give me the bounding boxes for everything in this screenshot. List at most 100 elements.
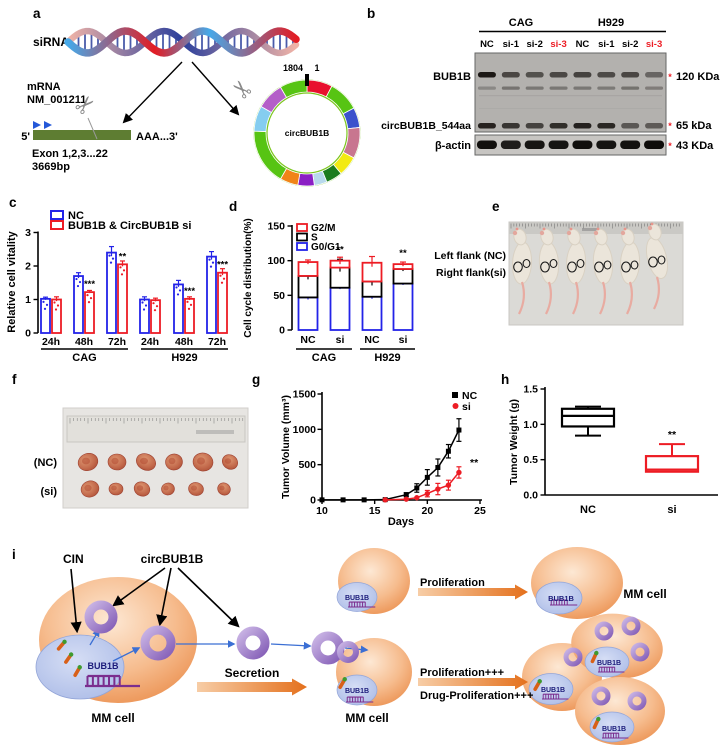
data-point xyxy=(45,303,49,306)
mm-cell-label: MM cell xyxy=(345,711,388,725)
data-point xyxy=(144,304,148,307)
capsule-cap xyxy=(537,679,542,684)
legend-label: S xyxy=(311,233,318,244)
blot-membrane-actin xyxy=(474,134,667,156)
protein-band xyxy=(645,86,664,90)
data-point-square xyxy=(340,497,346,503)
mouse-ear xyxy=(620,230,626,236)
data-point xyxy=(119,266,122,269)
bar xyxy=(40,297,51,334)
junction-left-label: 1804 xyxy=(283,63,303,73)
secretion-label: Secretion xyxy=(225,666,280,680)
data-point xyxy=(155,305,159,308)
protein-band xyxy=(501,123,520,129)
data-point xyxy=(109,261,113,264)
protein-band xyxy=(500,140,521,149)
bub1b-nucleus-label: BUB1B xyxy=(541,687,565,694)
data-point xyxy=(152,302,155,305)
mouse-tail xyxy=(518,281,526,315)
significance-label: *** xyxy=(84,279,95,290)
lane-label: si-1 xyxy=(503,39,520,50)
capsule-cap xyxy=(77,665,82,670)
tumor-circle-nc xyxy=(621,261,631,273)
circbub1b-donut-icon xyxy=(140,625,176,661)
panel-i-letter: i xyxy=(12,547,16,562)
y-axis-label: Tumor Weight (g) xyxy=(508,399,520,485)
protein-band xyxy=(620,140,641,149)
mouse-nose xyxy=(569,227,573,231)
lane-label: NC xyxy=(576,39,590,50)
arrow-to-mrna xyxy=(122,61,183,124)
data-point-square xyxy=(435,464,441,470)
mouse xyxy=(565,227,587,315)
bar xyxy=(184,297,195,334)
circbub1b-donut-icon xyxy=(84,600,118,634)
proliferation-label: Proliferation xyxy=(420,577,485,589)
primer-arrow-icon xyxy=(44,121,52,129)
bub1b-nucleus-label: BUB1B xyxy=(597,660,621,667)
legend-label: G2/M xyxy=(311,223,335,234)
significance-label: ** xyxy=(119,251,127,262)
circbub1b-label: circBUB1B xyxy=(141,552,204,566)
data-point-square xyxy=(445,448,451,454)
x-tick-label: si xyxy=(336,334,345,346)
cin-label: CIN xyxy=(63,552,84,566)
capsule-cap xyxy=(62,639,67,644)
proliferation-arrow xyxy=(418,584,528,600)
bar xyxy=(139,298,150,334)
arrow-to-circrna xyxy=(191,61,240,116)
bar xyxy=(206,255,217,334)
data-point xyxy=(56,304,60,307)
ruler-text-smudge xyxy=(582,228,598,231)
y-tick-label: 0 xyxy=(25,328,31,340)
circbub1b-donut-icon xyxy=(594,621,614,641)
bar xyxy=(84,291,95,334)
y-tick-label: 1.5 xyxy=(523,384,538,396)
protein-band xyxy=(477,123,496,129)
legend-swatch xyxy=(296,242,308,251)
x-tick-label: 25 xyxy=(474,505,486,517)
tumor-texture xyxy=(163,485,169,491)
circ-arrow xyxy=(156,567,172,627)
circ-arrow xyxy=(112,567,166,607)
secretion-big-arrow xyxy=(197,678,307,696)
data-point xyxy=(175,286,178,289)
ruler-text-smudge xyxy=(196,430,234,434)
panel-g-letter: g xyxy=(252,372,260,387)
data-point-square xyxy=(319,497,325,503)
capsule-body xyxy=(592,718,600,730)
y-tick-label: 50 xyxy=(273,290,285,302)
mm-cell-label: MM cell xyxy=(623,587,666,601)
group-label: H929 xyxy=(171,352,197,364)
legend-swatch xyxy=(296,232,308,242)
marker-asterisk-icon: * xyxy=(668,121,672,131)
bub1b-nucleus-label: BUB1B xyxy=(345,688,369,695)
stacked-segment xyxy=(392,282,414,331)
drug-proliferation-arrow xyxy=(418,674,528,690)
x-tick-label: 20 xyxy=(421,505,433,517)
cell-line-h929-label: H929 xyxy=(598,17,624,29)
tumor-row-nc-label: (NC) xyxy=(34,457,58,469)
nucleus xyxy=(589,711,635,743)
nucleus xyxy=(336,582,378,612)
panel-a-letter: a xyxy=(33,6,41,21)
capsule-body xyxy=(338,678,346,690)
data-point xyxy=(53,301,56,304)
data-point xyxy=(153,309,157,312)
molecular-weight-label: 43 KDa xyxy=(676,140,714,152)
circbub1b-donut-icon xyxy=(337,641,359,663)
y-tick-label: 3 xyxy=(25,227,31,239)
protein-band xyxy=(525,72,544,78)
x-tick-label: si xyxy=(399,334,408,346)
mouse-nose xyxy=(650,222,654,226)
data-point xyxy=(176,293,180,296)
y-tick-label: 2 xyxy=(25,261,31,273)
y-tick-label: 1.0 xyxy=(523,419,538,431)
legend-label: G0/G1 xyxy=(311,242,341,253)
mouse-nose xyxy=(596,227,600,231)
panel-c-letter: c xyxy=(9,195,17,210)
cell-line-cag-label: CAG xyxy=(509,17,533,29)
capsule-body xyxy=(56,641,66,651)
protein-capsule-icon xyxy=(590,650,599,664)
protein-band xyxy=(621,86,640,90)
